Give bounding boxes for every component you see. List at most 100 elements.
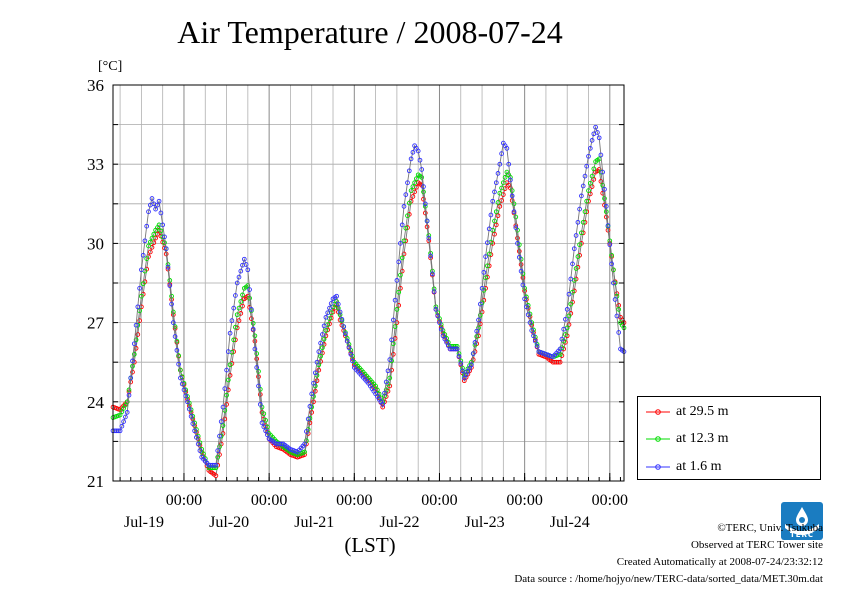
data-point [137, 318, 142, 323]
data-point [577, 206, 582, 212]
data-point [566, 291, 572, 297]
credit-copyright: ©TERC, Univ. Tsukuba [717, 522, 823, 534]
data-point [577, 242, 582, 248]
data-point [493, 180, 499, 186]
y-axis: 21 24 27 30 33 36 [87, 76, 624, 491]
data-point [194, 435, 199, 440]
data-point [568, 276, 574, 282]
data-point [155, 202, 160, 208]
data-point [570, 261, 575, 267]
data-point [328, 301, 334, 306]
data-point [314, 359, 320, 365]
data-point [511, 209, 517, 215]
data-point [611, 280, 616, 286]
data-point [509, 193, 515, 199]
x-tick-date-label: Jul-24 [550, 514, 590, 531]
data-point [163, 246, 169, 252]
data-point [559, 336, 565, 342]
data-point [398, 241, 403, 246]
y-tick-label: 33 [87, 155, 104, 174]
data-point [178, 367, 183, 373]
data-point [320, 332, 325, 337]
data-point [256, 383, 261, 389]
data-point [486, 226, 492, 232]
data-point [165, 264, 171, 270]
data-point [422, 210, 428, 216]
data-point [316, 349, 322, 354]
data-point [428, 253, 433, 259]
data-point [382, 390, 387, 396]
x-tick-date-label: Jul-23 [465, 514, 505, 531]
data-point [254, 365, 260, 370]
data-point [151, 231, 157, 237]
data-point [410, 149, 416, 155]
legend-label-12-3m: at 12.3 m [676, 431, 729, 446]
data-point [320, 345, 325, 351]
data-point [598, 179, 604, 184]
data-point [350, 358, 355, 364]
data-point [144, 256, 150, 261]
data-point [414, 176, 419, 182]
data-point [571, 246, 577, 252]
data-point [600, 182, 606, 188]
data-point [302, 449, 307, 455]
data-point [580, 183, 586, 189]
data-point [174, 338, 180, 344]
data-point [247, 287, 252, 292]
data-point [181, 387, 187, 393]
data-point [263, 428, 268, 434]
data-point [172, 334, 178, 339]
data-point [389, 337, 394, 343]
data-point [437, 320, 442, 325]
data-point [483, 275, 488, 281]
data-point [598, 152, 604, 158]
data-point [573, 266, 579, 271]
credit-source: Data source : /home/hojyo/new/TERC-data/… [514, 573, 823, 585]
data-point [470, 351, 476, 356]
data-point [529, 328, 535, 333]
data-point [263, 417, 268, 423]
data-point [139, 293, 144, 299]
data-point [234, 280, 240, 286]
data-point [502, 175, 508, 180]
data-point [153, 206, 158, 212]
data-point [582, 173, 588, 179]
data-point [197, 448, 203, 453]
data-point [408, 188, 414, 193]
data-point [460, 368, 465, 374]
credit-created: Created Automatically at 2008-07-24/23:3… [616, 556, 823, 568]
data-point [438, 326, 444, 332]
data-point [126, 392, 132, 398]
data-point [492, 231, 497, 237]
data-point [477, 321, 483, 327]
data-point [224, 367, 229, 373]
data-point [225, 377, 231, 383]
data-point [399, 268, 405, 274]
data-point [233, 293, 238, 298]
data-point [243, 262, 249, 267]
data-point [490, 198, 496, 204]
data-point [421, 196, 426, 202]
terc-logo-text: TERC [789, 531, 815, 539]
data-point [504, 146, 510, 151]
data-point [405, 213, 410, 219]
data-point [575, 219, 581, 225]
data-point [458, 361, 464, 366]
data-point [579, 193, 584, 199]
legend-item-12-3m: at 12.3 m [646, 429, 729, 449]
data-point [373, 383, 378, 389]
data-point [424, 218, 430, 224]
data-point [236, 318, 242, 323]
data-point [401, 251, 407, 257]
data-point [131, 351, 137, 357]
data-point [589, 173, 595, 179]
data-point [524, 304, 529, 310]
data-point [453, 346, 458, 352]
data-point [229, 318, 235, 323]
data-point [531, 333, 536, 339]
data-point [304, 429, 309, 434]
data-point [380, 402, 386, 407]
data-point [149, 235, 155, 241]
data-point [469, 362, 474, 368]
data-point [135, 332, 141, 337]
